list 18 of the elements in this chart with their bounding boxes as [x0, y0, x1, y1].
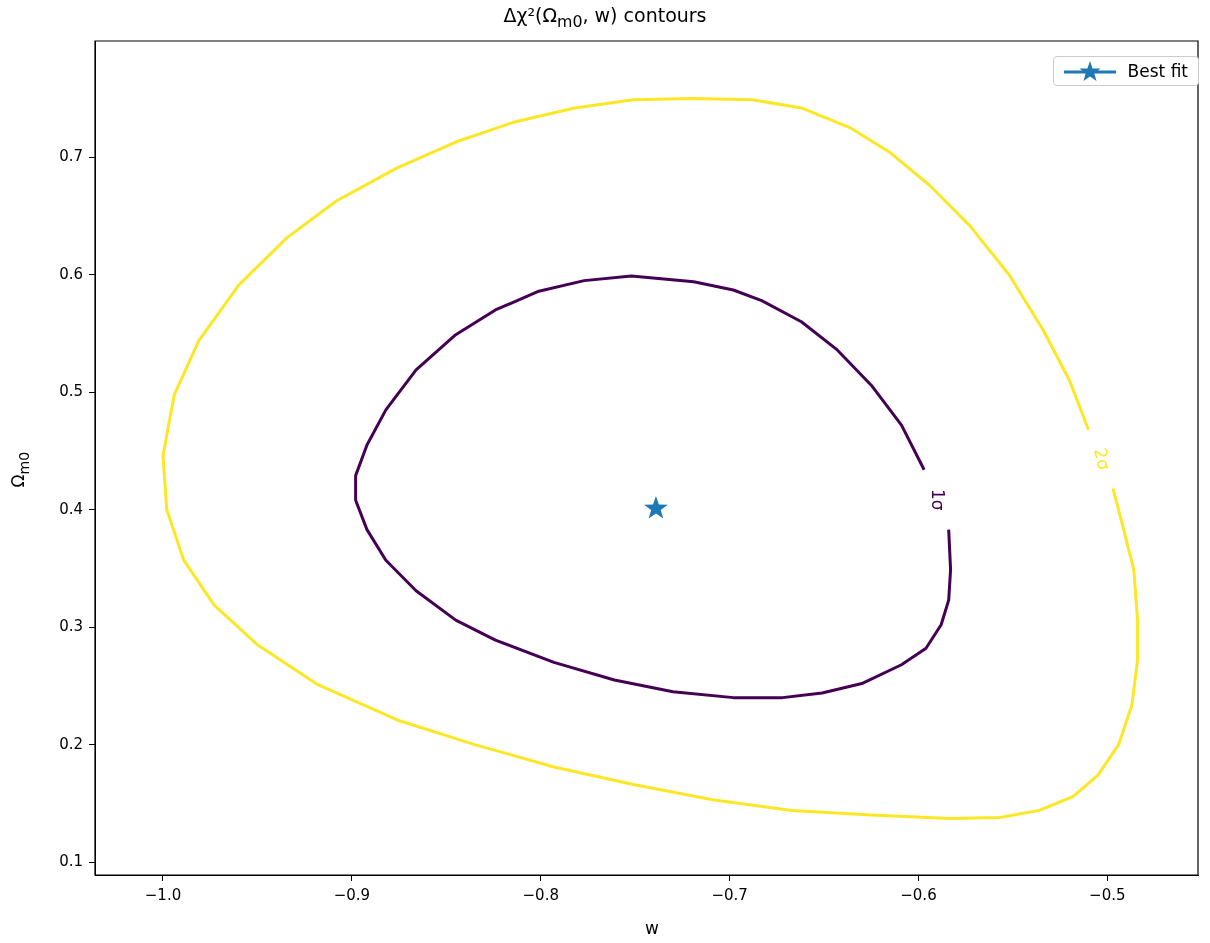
- y-tick-label: 0.4: [59, 499, 83, 518]
- x-tick-label: −1.0: [144, 885, 182, 904]
- y-tick-label: 0.3: [59, 617, 83, 636]
- y-tick-label: 0.5: [59, 382, 83, 401]
- annotation: 2σ: [1090, 446, 1115, 472]
- x-tick-label: −0.9: [333, 885, 371, 904]
- y-tick-label: 0.7: [59, 147, 83, 166]
- y-tick-label: 0.6: [59, 264, 83, 283]
- chart-title: Δχ²(Ω$_{m0}$, w) contours: [502, 4, 708, 31]
- annotation: 1σ: [927, 488, 948, 511]
- x-tick-label: −0.6: [900, 885, 937, 904]
- x-tick-label: −0.7: [711, 885, 748, 904]
- x-tick-label: −0.8: [522, 885, 559, 904]
- x-tick-label: −0.5: [1089, 885, 1126, 904]
- legend-label: Best fit: [1127, 61, 1188, 81]
- y-tick-label: 0.2: [59, 734, 83, 753]
- x-axis-title: w: [644, 918, 660, 938]
- y-tick-label: 0.1: [59, 851, 83, 870]
